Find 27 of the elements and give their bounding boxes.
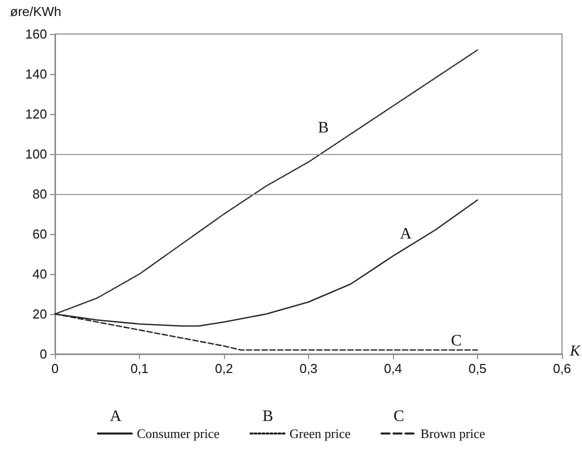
- y-tick-label: 60: [32, 226, 47, 242]
- x-tick-label: 0,5: [468, 361, 487, 376]
- y-tick-label: 160: [25, 26, 47, 42]
- annotation: C: [451, 332, 462, 350]
- x-axis-title: K: [568, 344, 581, 360]
- legend-label: Green price: [290, 426, 351, 441]
- x-tick-label: 0,4: [384, 361, 402, 376]
- x-tick-label: 0,1: [130, 361, 149, 376]
- y-tick-label: 80: [32, 186, 47, 202]
- x-tick-label: 0: [51, 361, 59, 376]
- y-tick-label: 120: [25, 106, 47, 122]
- text: B: [262, 408, 274, 425]
- x-tick-label: 0,6: [552, 361, 572, 376]
- x-tick-label: 0,3: [299, 361, 318, 376]
- text: C: [394, 408, 404, 425]
- legend-label: Consumer price: [136, 426, 220, 441]
- y-axis-title: øre/KWh: [10, 4, 62, 19]
- y-tick-label: 140: [25, 66, 47, 82]
- annotation: B: [318, 120, 329, 136]
- y-tick-label: 100: [25, 146, 47, 162]
- y-tick-label: 20: [32, 306, 47, 322]
- annotation: A: [400, 226, 412, 242]
- text: A: [110, 408, 122, 425]
- x-tick-label: 0,2: [214, 361, 234, 376]
- y-tick-label: 0: [40, 346, 47, 362]
- y-tick-label: 40: [32, 266, 47, 282]
- legend-label: Brown price: [420, 426, 486, 441]
